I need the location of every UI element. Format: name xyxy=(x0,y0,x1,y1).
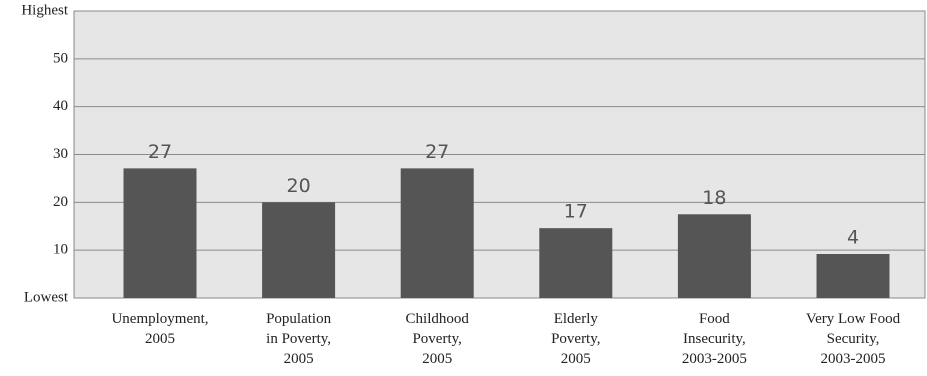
bar xyxy=(262,202,336,298)
y-tick-label: 50 xyxy=(53,50,68,66)
bar-label: 4 xyxy=(847,226,859,248)
bar xyxy=(400,168,474,298)
bar xyxy=(539,228,613,298)
y-tick-label: Lowest xyxy=(24,289,69,305)
bar-label: 27 xyxy=(425,141,449,163)
y-tick-label: 10 xyxy=(53,242,68,258)
x-tick-label: Very Low Food Security, 2003-2005 xyxy=(806,311,901,367)
x-tick-label: Population in Poverty, 2005 xyxy=(266,311,332,367)
bar xyxy=(677,214,751,298)
bar-label: 20 xyxy=(287,175,311,197)
bar-label: 27 xyxy=(148,141,172,163)
y-tick-label: 30 xyxy=(53,146,68,162)
bar xyxy=(816,253,890,298)
x-tick-label: Unemployment, 2005 xyxy=(111,311,208,347)
y-tick-label: 40 xyxy=(53,98,68,114)
y-tick-label: 20 xyxy=(53,194,68,210)
bar-label: 17 xyxy=(564,201,588,223)
bar xyxy=(123,168,197,298)
x-tick-label: Elderly Poverty, 2005 xyxy=(551,311,600,367)
x-tick-label: Childhood Poverty, 2005 xyxy=(406,311,470,367)
x-tick-label: Food Insecurity, 2003-2005 xyxy=(682,311,747,367)
bar-label: 18 xyxy=(702,187,726,209)
y-tick-label: Highest xyxy=(21,2,68,18)
